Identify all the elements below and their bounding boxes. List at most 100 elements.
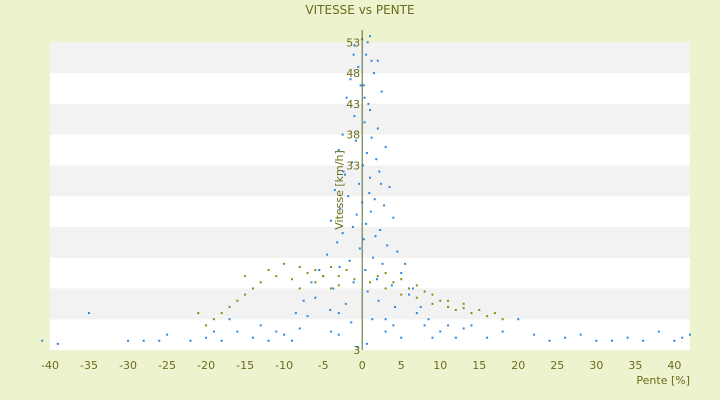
data-point — [378, 170, 381, 173]
data-point — [352, 53, 355, 56]
data-point — [259, 324, 262, 327]
data-point-secondary — [244, 293, 247, 296]
data-point — [337, 333, 340, 336]
x-tick-label: 15 — [472, 359, 486, 372]
data-point — [351, 161, 354, 164]
data-point — [365, 342, 368, 345]
data-point — [362, 238, 365, 241]
data-point — [372, 256, 375, 259]
data-point — [332, 287, 335, 290]
data-point — [369, 109, 371, 111]
data-point-secondary — [447, 305, 450, 308]
data-point — [351, 225, 354, 228]
data-point — [348, 259, 351, 262]
data-point-secondary — [369, 281, 371, 284]
data-point-secondary — [244, 275, 247, 278]
data-point-secondary — [423, 290, 426, 293]
data-point — [371, 318, 374, 321]
data-point-secondary — [353, 278, 356, 281]
data-point — [339, 207, 342, 210]
data-point-secondary — [322, 275, 325, 278]
data-point — [306, 315, 309, 318]
x-axis-label: Pente [%] — [636, 374, 690, 387]
data-point — [501, 330, 504, 333]
data-point — [626, 336, 629, 339]
data-point-secondary — [267, 269, 270, 271]
data-point — [41, 339, 44, 342]
data-point — [384, 318, 387, 321]
x-tick-labels: -40 -35 -30 -25 -20 -15 -10 -5 0 5 10 15 20 25 30 35 40 — [41, 359, 681, 372]
data-point — [314, 296, 317, 299]
data-point-secondary — [275, 275, 278, 278]
data-point — [355, 213, 358, 216]
data-point-secondary — [501, 318, 504, 321]
y-tick-label: 48 — [346, 67, 360, 80]
data-point-secondary — [415, 284, 418, 287]
data-point — [337, 149, 340, 151]
data-point — [127, 339, 130, 342]
data-point-secondary — [470, 312, 473, 315]
data-point-secondary — [236, 299, 239, 302]
data-point — [370, 136, 373, 139]
x-tick-label: 5 — [398, 359, 405, 372]
data-point — [376, 59, 379, 62]
data-point — [369, 176, 371, 179]
data-point — [363, 96, 366, 99]
data-point — [439, 330, 442, 333]
data-point — [369, 35, 371, 38]
data-point — [357, 65, 360, 68]
x-tick-label: 40 — [667, 359, 681, 372]
x-tick-label: 25 — [550, 359, 564, 372]
x-tick-label: -15 — [236, 359, 254, 372]
data-point — [337, 312, 340, 315]
data-point — [470, 324, 473, 327]
data-point — [294, 312, 297, 315]
data-point — [517, 318, 520, 321]
data-point — [392, 324, 395, 327]
data-point — [366, 41, 369, 44]
data-point-secondary — [345, 269, 348, 271]
data-point — [388, 185, 391, 188]
data-point — [427, 318, 430, 321]
x-tick-label: -10 — [275, 359, 293, 372]
plot-band — [50, 42, 690, 74]
data-point — [579, 333, 582, 336]
data-point — [384, 145, 387, 148]
data-point — [345, 96, 348, 99]
data-point — [564, 336, 567, 339]
x-tick-label: 0 — [359, 359, 366, 372]
data-point — [364, 269, 367, 271]
data-point — [302, 299, 305, 302]
data-point — [376, 127, 379, 130]
data-point — [336, 241, 339, 244]
data-point-secondary — [283, 262, 286, 265]
data-point — [369, 210, 372, 213]
data-point-secondary — [329, 265, 332, 268]
plot-band — [50, 257, 690, 289]
data-point-secondary — [462, 307, 465, 310]
plot-bands — [50, 42, 690, 350]
data-point — [367, 102, 370, 105]
data-point — [379, 182, 382, 185]
data-point — [486, 336, 489, 339]
data-point — [384, 330, 387, 333]
data-point-secondary — [454, 309, 457, 311]
data-point — [220, 339, 223, 342]
data-point — [392, 216, 395, 219]
data-point-secondary — [220, 312, 223, 315]
data-point-secondary — [439, 299, 442, 302]
chart-title: VITESSE vs PENTE — [305, 3, 414, 17]
data-point — [390, 284, 393, 287]
data-point — [365, 53, 368, 56]
data-point — [350, 321, 353, 324]
data-point — [368, 192, 371, 195]
x-tick-label: -40 — [41, 359, 59, 372]
data-point-secondary — [462, 302, 465, 305]
data-point-secondary — [486, 315, 489, 318]
data-point-secondary — [415, 296, 418, 299]
data-point — [205, 336, 208, 339]
data-point — [681, 336, 684, 339]
data-point-secondary — [376, 275, 379, 278]
plot-band — [50, 103, 690, 135]
